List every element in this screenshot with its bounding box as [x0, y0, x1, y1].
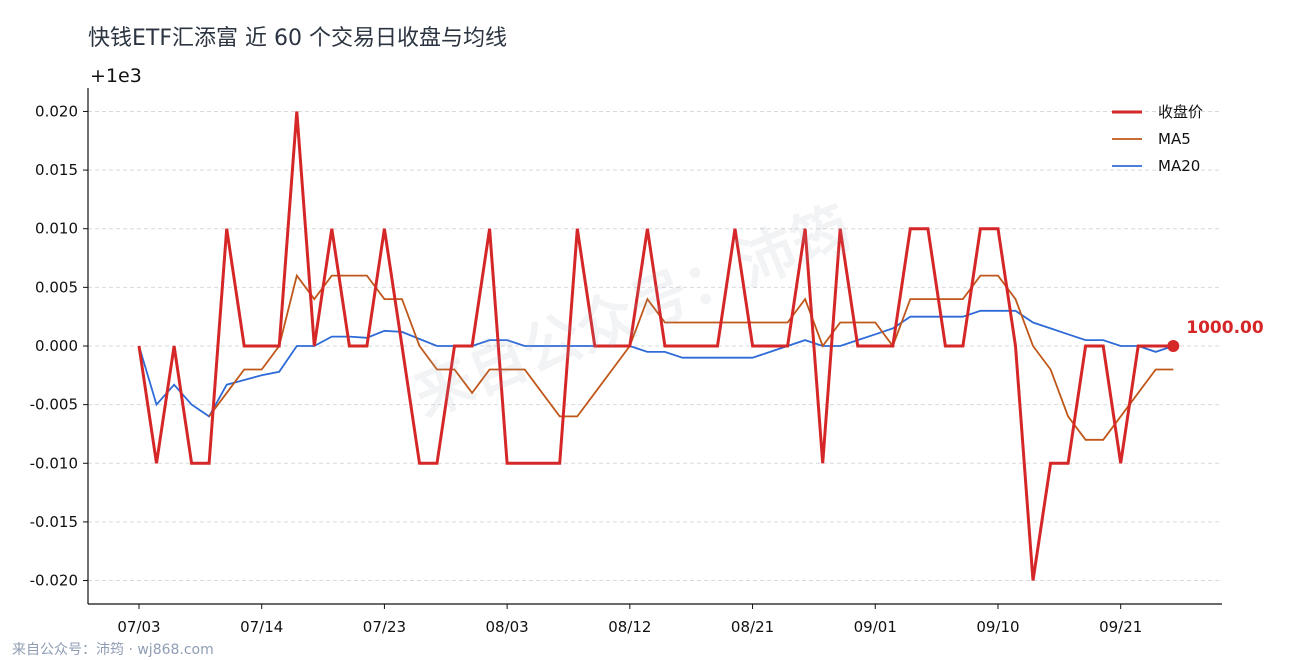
y-tick-label: 0.010 [35, 220, 78, 238]
x-tick-label: 08/12 [608, 618, 651, 636]
y-tick-label: 0.020 [35, 102, 78, 120]
legend-label: MA5 [1158, 130, 1191, 148]
y-tick-label: -0.010 [30, 454, 78, 472]
y-tick-label: -0.020 [30, 572, 78, 590]
chart-title: 快钱ETF汇添富 近 60 个交易日收盘与均线 [88, 26, 507, 51]
x-axis-ticks: 07/03 07/14 07/23 08/03 08/12 08/21 09/01 09/10… [117, 604, 1142, 636]
legend: 收盘价 MA5 MA20 [1112, 103, 1203, 175]
series-line-close [137, 111, 1174, 581]
y-tick-label: 0.000 [35, 337, 78, 355]
y-tick-label: -0.015 [30, 513, 78, 531]
legend-label: MA20 [1158, 157, 1200, 175]
x-tick-label: 07/14 [240, 618, 283, 636]
x-tick-label: 07/03 [117, 618, 160, 636]
y-tick-label: 0.005 [35, 278, 78, 296]
y-offset-label: +1e3 [90, 65, 142, 87]
x-tick-label: 08/21 [731, 618, 774, 636]
x-tick-label: 09/21 [1099, 618, 1142, 636]
last-value-dot [1167, 340, 1180, 352]
x-tick-label: 07/23 [363, 618, 406, 636]
last-value-marker: 1000.00 [1167, 318, 1264, 352]
x-tick-label: 09/10 [976, 618, 1019, 636]
y-tick-label: -0.005 [30, 396, 78, 414]
x-tick-label: 09/01 [854, 618, 897, 636]
credit-footer: 来自公众号：沛筠 · wj868.com [12, 642, 214, 658]
series-line-ma5 [208, 273, 1174, 441]
axes [87, 88, 1222, 605]
legend-label: 收盘价 [1158, 103, 1203, 121]
series-line-ma20 [138, 309, 1174, 418]
y-tick-label: 0.015 [35, 161, 78, 179]
series-lines [137, 111, 1174, 581]
y-axis-ticks: 0.020 0.015 0.010 0.005 0.000 -0.005 -0.010 -0.… [30, 102, 88, 590]
last-value-label: 1000.00 [1186, 318, 1264, 338]
x-tick-label: 08/03 [486, 618, 529, 636]
